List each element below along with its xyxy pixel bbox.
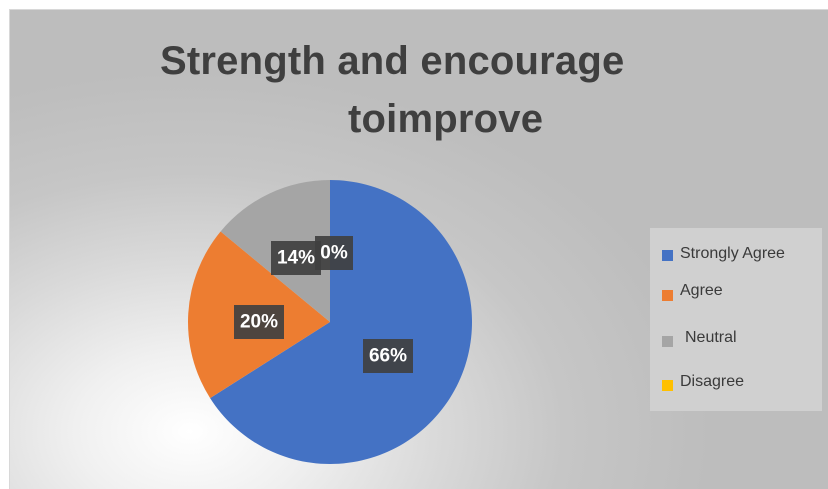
data-label-text-disagree: 0% — [320, 243, 348, 264]
legend-label-strongly-agree: Strongly Agree — [680, 245, 785, 262]
legend: Strongly Agree Agree Neutral Disagree — [650, 228, 822, 411]
data-label-box-strongly-agree — [363, 339, 413, 373]
data-label-box-disagree — [315, 236, 353, 270]
data-label-disagree: 0% — [315, 236, 353, 270]
legend-label-agree: Agree — [680, 282, 723, 299]
legend-label-disagree: Disagree — [680, 373, 745, 390]
data-label-box-neutral — [271, 241, 321, 275]
chart-title: Strength and encourage toimprove — [160, 32, 680, 148]
data-label-box-agree — [234, 305, 284, 339]
legend-label-neutral: Neutral — [685, 329, 737, 346]
data-label-strongly-agree: 66% — [363, 339, 413, 373]
legend-swatch-disagree — [662, 380, 673, 391]
data-label-text-agree: 20% — [240, 312, 278, 333]
chart-title-line-1: Strength and encourage — [160, 39, 625, 83]
data-label-text-strongly-agree: 66% — [369, 346, 407, 367]
legend-swatch-agree — [662, 290, 673, 301]
pie-slice-strongly-agree — [210, 180, 473, 465]
data-label-agree: 20% — [234, 305, 284, 339]
legend-swatch-strongly-agree — [662, 250, 673, 261]
data-label-text-neutral: 14% — [277, 248, 315, 269]
legend-swatch-neutral — [662, 336, 673, 347]
data-label-neutral: 14% — [271, 241, 321, 275]
chart-title-line-2: toimprove — [348, 97, 544, 141]
